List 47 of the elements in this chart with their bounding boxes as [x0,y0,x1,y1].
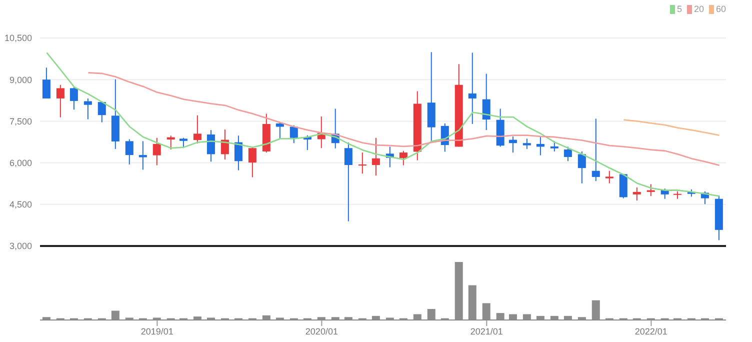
line-series [46,52,720,197]
candlestick [578,150,586,184]
candlestick [619,174,628,199]
candlestick [166,135,175,150]
candlestick [84,98,92,120]
candlestick [358,152,366,174]
line-series [88,72,720,166]
y-tick-label: 4,500 [9,200,32,210]
candlestick [248,147,256,178]
candlestick [193,114,202,144]
y-tick-label: 10,500 [4,33,32,44]
candlestick [522,138,531,150]
x-tick-label: 2020/01 [305,326,338,336]
line-series [622,119,720,136]
candlestick [234,135,242,171]
candlestick [482,73,490,131]
x-tick-label: 2022/01 [634,326,668,336]
candlestick [605,170,614,184]
x-tick-label: 2021/01 [470,326,503,336]
legend-label: 20 [694,4,704,14]
candlestick [372,137,380,176]
candlestick [138,140,147,170]
candlestick [399,150,408,166]
candlestick [646,184,655,197]
candlestick [592,118,600,182]
candlestick [344,142,352,222]
x-tick-label: 2019/01 [140,326,174,336]
candlestick [206,130,215,162]
candlestick [42,67,50,99]
legend-label: 60 [716,4,726,14]
candlestick [536,136,544,156]
candlestick [564,146,572,162]
candlestick [632,186,641,202]
legend-label: 5 [676,4,682,14]
candlestick [98,100,106,123]
candlestick [56,84,64,118]
y-tick-label: 3,000 [9,241,32,252]
candlestick [468,52,476,124]
y-tick-label: 7,500 [9,116,32,126]
candlestick [508,136,517,154]
y-tick-label: 9,000 [9,74,32,85]
y-tick-label: 6,000 [9,158,32,168]
candlestick [550,140,558,152]
candlestick [125,138,134,165]
candlestick [152,137,161,166]
candlestick [290,124,298,144]
candlestick [70,86,78,110]
